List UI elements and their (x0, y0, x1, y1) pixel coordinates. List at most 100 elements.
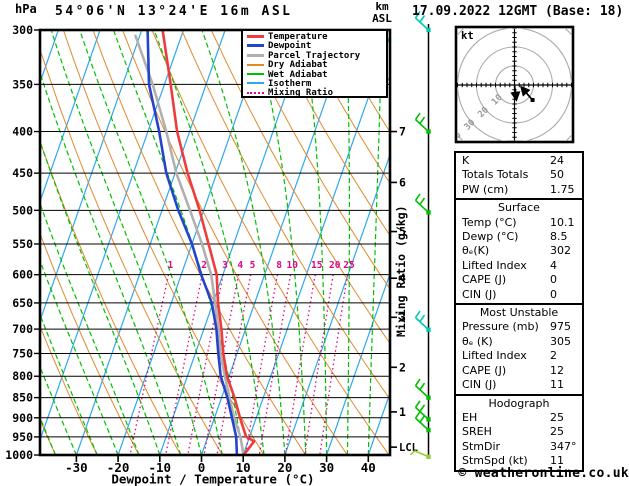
temperature-curve (161, 30, 256, 455)
svg-text:10: 10 (287, 260, 299, 271)
legend-label: Wet Adiabat (268, 69, 328, 80)
table-section-header: Hodograph (488, 396, 550, 410)
legend-item: Parcel Trajectory (247, 50, 386, 61)
svg-text:5: 5 (250, 260, 256, 271)
svg-text:700: 700 (12, 322, 33, 336)
svg-text:450: 450 (12, 166, 33, 180)
hodograph-vector (510, 84, 521, 102)
svg-text:4: 4 (237, 260, 243, 271)
table-row-value: 50 (550, 168, 564, 182)
table-row: Lifted Index 2 (456, 349, 582, 363)
svg-text:750: 750 (12, 346, 33, 360)
table-row-label: K (462, 154, 470, 167)
table-row: θₑ(K) 302 (456, 244, 582, 258)
table-row-value: 0 (550, 273, 557, 287)
legend-swatch (247, 82, 264, 85)
hodograph-unit-label: kt (461, 30, 474, 42)
table-row-label: θₑ (K) (462, 334, 493, 348)
table-row: CAPE (J) 12 (456, 364, 582, 378)
svg-text:7: 7 (399, 125, 406, 139)
svg-text:850: 850 (12, 391, 33, 405)
svg-text:550: 550 (12, 237, 33, 251)
table-row-value: 24 (550, 154, 564, 167)
table-row-label: StmDir (462, 439, 501, 453)
table-row-value: 10.1 (550, 215, 575, 229)
table-row: θₑ (K) 305 (456, 335, 582, 349)
svg-text:650: 650 (12, 296, 33, 310)
hodograph: 10203040kt (454, 25, 575, 144)
table-row-label: SREH (462, 425, 492, 439)
table-row-value: 0 (550, 287, 557, 301)
svg-text:-10: -10 (149, 460, 172, 475)
table-row-label: StmSpd (kt) (462, 454, 528, 468)
table-row: StmSpd (kt) 11 (456, 454, 582, 468)
table-section: K 24 Totals Totals 50 PW (cm) 1.75 (454, 151, 584, 201)
svg-text:600: 600 (12, 268, 33, 282)
table-row-value: 25 (550, 410, 564, 424)
legend-swatch (247, 44, 264, 48)
wind-barb (414, 400, 431, 422)
wind-barb (414, 193, 431, 215)
asl-label: ASL (372, 12, 392, 25)
legend-swatch (247, 35, 264, 38)
table-row-value: 1.75 (550, 182, 575, 196)
table-row-value: 347° (550, 439, 577, 453)
table-row-value: 11 (550, 378, 564, 392)
svg-text:8: 8 (276, 260, 282, 271)
wind-barb (414, 310, 431, 332)
svg-text:10: 10 (236, 460, 251, 475)
table-row: Lifted Index 4 (456, 259, 582, 273)
pressure-axis-labels: 300 350 400 450 500 550 600 650 700 750 800 850 900 9… (5, 23, 40, 462)
table-row-label: EH (462, 410, 478, 424)
table-row-value: 975 (550, 320, 571, 334)
table-row-label: Pressure (mb) (462, 320, 539, 334)
wind-barb (414, 11, 431, 33)
hodograph-vector (520, 85, 534, 101)
indices-table: K 24 Totals Totals 50 PW (cm) 1.75 Surface Temp… (454, 151, 584, 472)
table-row: Pressure (mb) 975 (456, 320, 582, 334)
mixing-ratio-labels: 1 2 3 4 5 8 10 15 20 25 (168, 260, 356, 271)
legend-swatch (247, 73, 264, 76)
table-row-value: 12 (550, 363, 564, 377)
altitude-axis-unit: km ASL (366, 1, 398, 25)
table-row-value: 4 (550, 258, 557, 272)
legend-box: Temperature Dewpoint Parcel Trajectory Dry … (241, 29, 388, 98)
svg-text:950: 950 (12, 430, 33, 444)
legend-label: Mixing Ratio (268, 88, 334, 99)
legend-item: Mixing Ratio (247, 89, 386, 98)
svg-text:1: 1 (399, 405, 406, 419)
table-row: Temp (°C) 10.1 (456, 216, 582, 230)
table-row-label: CIN (J) (462, 287, 497, 301)
lcl-label: LCL (399, 442, 418, 454)
svg-text:400: 400 (12, 125, 33, 139)
table-row-label: CAPE (J) (462, 273, 507, 287)
svg-text:3: 3 (222, 260, 228, 271)
table-row: EH 25 (456, 411, 582, 425)
table-row: CIN (J) 0 (456, 288, 582, 302)
table-row: K 24 (456, 154, 582, 168)
wind-barb (414, 411, 431, 433)
legend-label: Parcel Trajectory (268, 50, 361, 61)
table-section-header: Surface (498, 201, 540, 215)
table-row: SREH 25 (456, 425, 582, 439)
km-label: km (375, 0, 389, 13)
legend-label: Dry Adiabat (268, 60, 328, 71)
dewpoint-curve (146, 30, 239, 455)
plot-frame (38, 28, 392, 457)
svg-text:4: 4 (399, 271, 406, 285)
table-row-value: 11 (550, 454, 564, 468)
svg-text:1000: 1000 (5, 448, 33, 462)
legend-item: Temperature (247, 32, 386, 42)
svg-text:3: 3 (399, 310, 406, 324)
svg-text:5: 5 (399, 225, 406, 239)
legend-swatch (247, 53, 264, 57)
svg-text:30: 30 (319, 460, 334, 475)
copyright-text: © weatheronline.co.uk (458, 466, 629, 481)
wind-barbs (409, 11, 431, 459)
table-row-value: 2 (550, 349, 557, 363)
table-row: Totals Totals 50 (456, 168, 582, 182)
date-title: 17.09.2022 12GMT (Base: 18) (412, 4, 624, 19)
svg-text:0: 0 (198, 460, 206, 475)
table-row-label: PW (cm) (462, 182, 509, 196)
table-row-label: Lifted Index (462, 349, 527, 363)
